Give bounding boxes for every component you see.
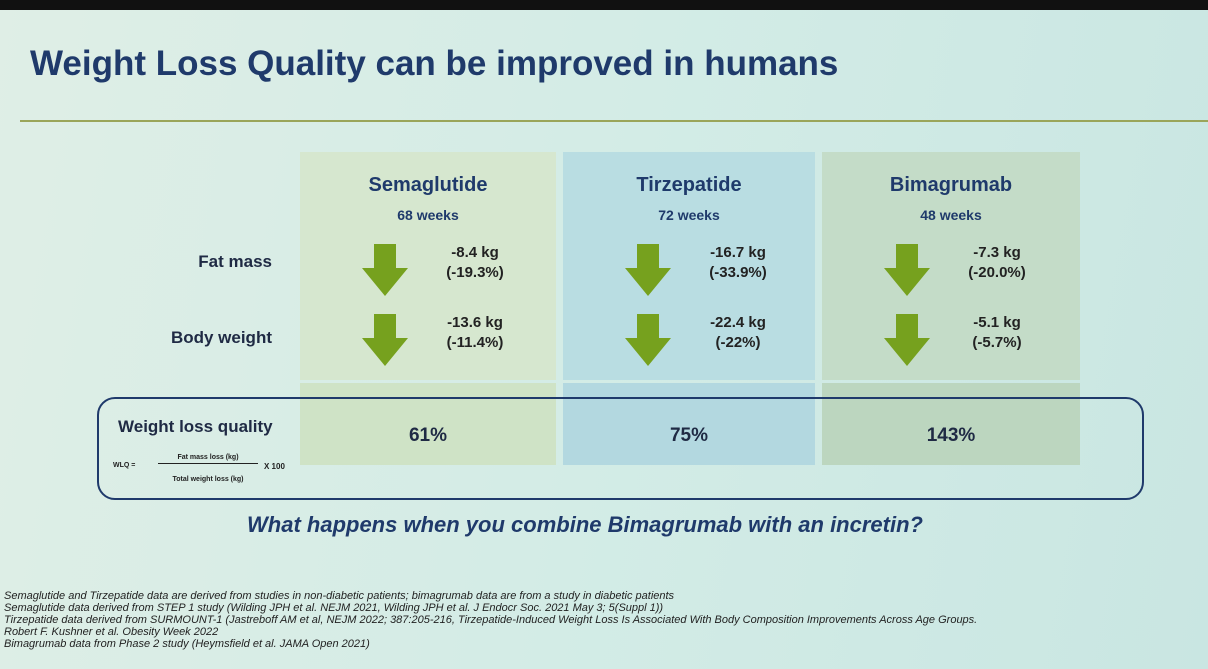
row-label: Body weight — [170, 328, 272, 347]
value: -5.1 kg — [973, 314, 1021, 331]
column-name: Bimagrumab — [889, 174, 1013, 196]
column-panel: Semaglutide 68 weeks -8.4 kg (-19.3%) -13.6 … — [300, 152, 556, 380]
value-percent: (-5.7%) — [972, 334, 1022, 351]
down-arrow — [362, 314, 408, 366]
quality-cell: 75% — [563, 383, 815, 465]
column-name: Semaglutide — [368, 174, 488, 196]
down-arrow — [884, 314, 930, 366]
footnote: Semaglutide data derived from STEP 1 stu… — [4, 602, 664, 614]
formula-lhs: WLQ = — [113, 462, 136, 469]
value-percent: (-19.3%) — [446, 264, 504, 281]
arrow-shape — [625, 244, 671, 296]
formula-numerator: Fat mass loss (kg) — [158, 454, 258, 464]
quality-cell: 61% — [300, 383, 556, 465]
down-arrow — [625, 244, 671, 296]
down-arrow — [362, 244, 408, 296]
arrow-shape — [362, 314, 408, 366]
footnotes: Semaglutide and Tirzepatide data are der… — [4, 590, 977, 650]
formula-denominator: Total weight loss (kg) — [172, 476, 244, 483]
column-panel: Bimagrumab 48 weeks -7.3 kg (-20.0%) -5.1 kg… — [822, 152, 1080, 380]
question: What happens when you combine Bimagrumab… — [247, 512, 923, 537]
column-name: Tirzepatide — [636, 174, 742, 196]
footnote: Tirzepatide data derived from SURMOUNT-1… — [4, 614, 978, 626]
divider — [20, 120, 1208, 122]
quality-value: 75% — [669, 425, 709, 446]
value: -16.7 kg — [710, 244, 766, 261]
footnote: Bimagrumab data from Phase 2 study (Heym… — [4, 638, 370, 650]
duration: 48 weeks — [920, 207, 982, 223]
column-panel: Tirzepatide 72 weeks -16.7 kg (-33.9%) -22.4… — [563, 152, 815, 380]
formula-factor: X 100 — [264, 462, 285, 471]
value-percent: (-11.4%) — [446, 334, 504, 351]
quality-box — [97, 397, 1144, 500]
arrow-shape — [362, 244, 408, 296]
duration: 68 weeks — [397, 207, 459, 223]
quality-value: 61% — [408, 425, 448, 446]
footnote: Robert F. Kushner et al. Obesity Week 20… — [4, 626, 219, 638]
quality-value: 143% — [926, 425, 976, 446]
value: -22.4 kg — [710, 314, 766, 331]
quality-label: Weight loss quality — [118, 417, 273, 436]
down-arrow — [884, 244, 930, 296]
top-bar — [0, 0, 1208, 10]
value: -13.6 kg — [447, 314, 503, 331]
quality-cell: 143% — [822, 383, 1080, 465]
title: Weight Loss Quality can be improved in h… — [30, 44, 839, 83]
value-percent: (-22%) — [715, 334, 761, 351]
footnote: Semaglutide and Tirzepatide data are der… — [4, 590, 675, 602]
arrow-shape — [884, 244, 930, 296]
value: -7.3 kg — [973, 244, 1021, 261]
value: -8.4 kg — [451, 244, 499, 261]
arrow-shape — [625, 314, 671, 366]
value-percent: (-33.9%) — [709, 264, 767, 281]
value-percent: (-20.0%) — [968, 264, 1026, 281]
down-arrow — [625, 314, 671, 366]
duration: 72 weeks — [658, 207, 720, 223]
arrow-shape — [884, 314, 930, 366]
row-label: Fat mass — [198, 252, 272, 271]
